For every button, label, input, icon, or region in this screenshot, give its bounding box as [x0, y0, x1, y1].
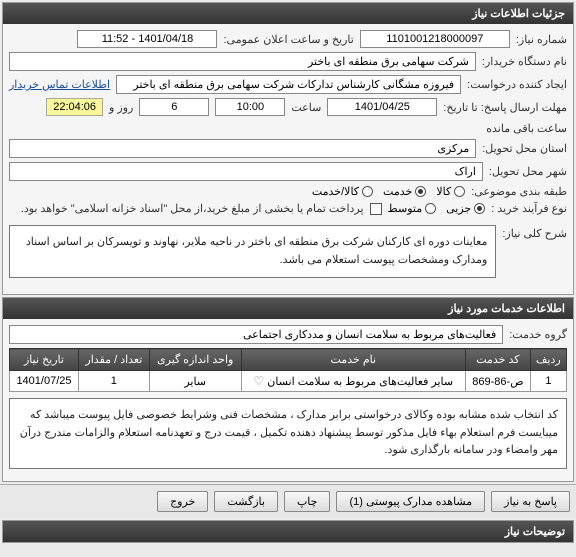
- delivery-province-label: استان محل تحویل:: [482, 142, 567, 155]
- attachments-button[interactable]: مشاهده مدارک پیوستی (1): [336, 491, 485, 512]
- process-radio-group: جزیی متوسط: [388, 202, 486, 215]
- footer-buttons: پاسخ به نیاز مشاهده مدارک پیوستی (1) چاپ…: [0, 484, 576, 518]
- service-panel-header: اطلاعات خدمات مورد نیاز: [3, 298, 573, 319]
- radio-service-label: خدمت: [383, 185, 412, 198]
- col-code: کد خدمت: [465, 349, 530, 371]
- buyer-org-value: شرکت سهامی برق منطقه ای باختر: [9, 52, 476, 71]
- delivery-city-label: شهر محل تحویل:: [489, 165, 567, 178]
- col-name: نام خدمت: [241, 349, 465, 371]
- hour-label: ساعت: [291, 101, 321, 114]
- delivery-province-value: مرکزی: [9, 139, 476, 158]
- detail-panel-body: شماره نیاز: 1101001218000097 تاریخ و ساع…: [3, 24, 573, 294]
- desc-panel-header: توضیحات نیاز: [3, 521, 573, 542]
- category-radio-group: کالا خدمت کالا/خدمت: [312, 185, 465, 198]
- deadline-label: مهلت ارسال پاسخ: تا تاریخ:: [443, 101, 567, 114]
- service-info-panel: اطلاعات خدمات مورد نیاز گروه خدمت: فعالی…: [2, 297, 574, 482]
- remaining-time-value: 22:04:06: [46, 98, 103, 116]
- process-type-label: نوع فرآیند خرید :: [491, 202, 567, 215]
- deadline-time-value: 10:00: [215, 98, 285, 116]
- need-title-label: شرح کلی نیاز:: [502, 219, 567, 240]
- back-button[interactable]: بازگشت: [214, 491, 278, 512]
- cell-qty: 1: [78, 371, 149, 392]
- table-row[interactable]: 1 ص-86-869 سایر فعالیت‌های مربوط به سلام…: [10, 371, 567, 392]
- radio-goods-service-label: کالا/خدمت: [312, 185, 359, 198]
- detail-panel-header: جزئیات اطلاعات نیاز: [3, 3, 573, 24]
- buyer-org-label: نام دستگاه خریدار:: [482, 55, 567, 68]
- cell-idx: 1: [530, 371, 566, 392]
- service-note-text: کد انتخاب شده مشابه بوده وکالای درخواستی…: [9, 398, 567, 469]
- request-creator-label: ایجاد کننده درخواست:: [467, 78, 567, 91]
- col-date: تاریخ نیاز: [10, 349, 79, 371]
- category-label: طبقه بندی موضوعی:: [471, 185, 567, 198]
- service-group-value: فعالیت‌های مربوط به سلامت انسان و مددکار…: [9, 325, 503, 344]
- announce-datetime-value: 1401/04/18 - 11:52: [77, 30, 217, 48]
- col-qty: تعداد / مقدار: [78, 349, 149, 371]
- payment-note-label: پرداخت تمام یا بخشی از مبلغ خرید،از محل …: [21, 202, 364, 215]
- cell-code: ص-86-869: [465, 371, 530, 392]
- radio-medium[interactable]: متوسط: [388, 202, 437, 215]
- heart-icon[interactable]: ♡: [253, 374, 264, 388]
- cell-unit: سایر: [149, 371, 241, 392]
- deadline-date-value: 1401/04/25: [327, 98, 437, 116]
- treasury-checkbox[interactable]: [370, 203, 382, 215]
- radio-service[interactable]: خدمت: [383, 185, 426, 198]
- cell-date: 1401/07/25: [10, 371, 79, 392]
- desc-panel: توضیحات نیاز: [2, 520, 574, 543]
- radio-partial[interactable]: جزیی: [446, 202, 485, 215]
- radio-partial-label: جزیی: [446, 202, 471, 215]
- day-label: روز و: [109, 101, 133, 114]
- service-group-label: گروه خدمت:: [509, 328, 567, 341]
- radio-medium-label: متوسط: [388, 202, 423, 215]
- radio-goods[interactable]: کالا: [436, 185, 465, 198]
- col-unit: واحد اندازه گیری: [149, 349, 241, 371]
- service-table: ردیف کد خدمت نام خدمت واحد اندازه گیری ت…: [9, 348, 567, 392]
- radio-goods-service[interactable]: کالا/خدمت: [312, 185, 373, 198]
- need-number-label: شماره نیاز:: [516, 33, 567, 46]
- print-button[interactable]: چاپ: [284, 491, 331, 512]
- delivery-city-value: اراک: [9, 162, 483, 181]
- need-title-text: معاینات دوره ای کارکنان شرکت برق منطقه ا…: [9, 225, 496, 278]
- contact-info-link[interactable]: اطلاعات تماس خریدار: [9, 78, 110, 91]
- respond-button[interactable]: پاسخ به نیاز: [491, 491, 570, 512]
- remaining-days-value: 6: [139, 98, 209, 116]
- col-idx: ردیف: [530, 349, 566, 371]
- request-creator-value: فیروزه مشگانی کارشناس تدارکات شرکت سهامی…: [116, 75, 461, 94]
- service-panel-body: گروه خدمت: فعالیت‌های مربوط به سلامت انس…: [3, 319, 573, 481]
- need-detail-panel: جزئیات اطلاعات نیاز شماره نیاز: 11010012…: [2, 2, 574, 295]
- exit-button[interactable]: خروج: [157, 491, 208, 512]
- announce-datetime-label: تاریخ و ساعت اعلان عمومی:: [223, 33, 353, 46]
- radio-goods-label: کالا: [436, 185, 451, 198]
- cell-name: سایر فعالیت‌های مربوط به سلامت انسان ♡: [241, 371, 465, 392]
- remaining-label: ساعت باقی مانده: [486, 122, 567, 135]
- need-number-value: 1101001218000097: [360, 30, 510, 48]
